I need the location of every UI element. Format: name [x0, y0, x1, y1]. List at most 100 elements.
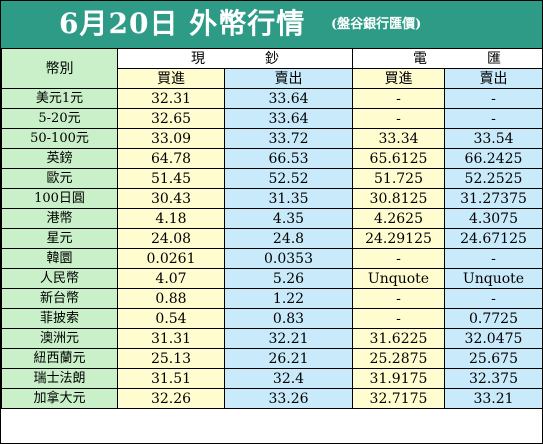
- cash-buy-value: 25.13: [117, 348, 225, 369]
- cash-sell-value: 1.22: [224, 288, 353, 309]
- wire-buy-value: -: [352, 248, 445, 269]
- wire-sell-value: 25.675: [444, 348, 543, 369]
- cash-sell-value: 0.83: [224, 308, 353, 329]
- wire-sell-value: 32.0475: [444, 328, 543, 349]
- currency-header: 幣別: [1, 48, 118, 89]
- title-bar: 6月20日 外幣行情 (盤谷銀行匯價): [1, 1, 542, 48]
- wire-sell-value: 66.2425: [444, 148, 543, 169]
- cash-buy-header: 買進: [117, 68, 225, 89]
- table-row: 100日圓 30.43 31.35 30.8125 31.27375: [1, 188, 543, 209]
- currency-name: 5-20元: [1, 108, 118, 129]
- wire-sell-value: -: [444, 108, 543, 129]
- wire-buy-value: -: [352, 288, 445, 309]
- table-row: 人民幣 4.07 5.26 Unquote Unquote: [1, 268, 543, 289]
- wire-buy-value: 4.2625: [352, 208, 445, 229]
- page-title: 6月20日 外幣行情: [59, 7, 306, 40]
- cash-sell-value: 0.0353: [224, 248, 353, 269]
- wire-buy-value: Unquote: [352, 268, 445, 289]
- table-row: 紐西蘭元 25.13 26.21 25.2875 25.675: [1, 348, 543, 369]
- cash-sell-header: 賣出: [224, 68, 353, 89]
- wire-sell-value: -: [444, 248, 543, 269]
- cash-buy-value: 31.51: [117, 368, 225, 389]
- cash-buy-value: 32.26: [117, 388, 225, 409]
- cash-sell-value: 66.53: [224, 148, 353, 169]
- cash-sell-value: 26.21: [224, 348, 353, 369]
- currency-name: 人民幣: [1, 268, 118, 289]
- header-row-group: 幣別 現鈔 電匯: [1, 48, 543, 89]
- table-row: 英鎊 64.78 66.53 65.6125 66.2425: [1, 148, 543, 169]
- wire-buy-value: 32.7175: [352, 388, 445, 409]
- table-row: 港幣 4.18 4.35 4.2625 4.3075: [1, 208, 543, 229]
- cash-buy-value: 32.31: [117, 88, 225, 109]
- wire-header: 電匯: [352, 48, 543, 69]
- cash-sell-value: 33.64: [224, 108, 353, 129]
- table-row: 澳洲元 31.31 32.21 31.6225 32.0475: [1, 328, 543, 349]
- cash-sell-value: 33.72: [224, 128, 353, 149]
- cash-buy-value: 0.88: [117, 288, 225, 309]
- cash-sell-value: 52.52: [224, 168, 353, 189]
- cash-buy-value: 64.78: [117, 148, 225, 169]
- wire-sell-value: 33.54: [444, 128, 543, 149]
- cash-buy-value: 51.45: [117, 168, 225, 189]
- table-row: 星元 24.08 24.8 24.29125 24.67125: [1, 228, 543, 249]
- table-row: 歐元 51.45 52.52 51.725 52.2525: [1, 168, 543, 189]
- table-row: 美元1元 32.31 33.64- -: [1, 88, 543, 109]
- cash-buy-value: 31.31: [117, 328, 225, 349]
- wire-sell-value: Unquote: [444, 268, 543, 289]
- wire-sell-value: -: [444, 88, 543, 109]
- wire-sell-value: 52.2525: [444, 168, 543, 189]
- cash-buy-value: 0.0261: [117, 248, 225, 269]
- cash-sell-value: 5.26: [224, 268, 353, 289]
- wire-sell-value: 24.67125: [444, 228, 543, 249]
- wire-buy-value: -: [352, 88, 445, 109]
- cash-buy-value: 4.07: [117, 268, 225, 289]
- currency-name: 美元1元: [1, 88, 118, 109]
- wire-buy-header: 買進: [352, 68, 445, 89]
- cash-buy-value: 0.54: [117, 308, 225, 329]
- currency-name: 英鎊: [1, 148, 118, 169]
- table-row: 50-100元 33.09 33.72 33.34 33.54: [1, 128, 543, 149]
- exchange-rate-table: 幣別 現鈔 電匯 買進 賣出 買進 賣出 美元1元32.3133.64--5-2…: [1, 48, 543, 409]
- wire-buy-value: -: [352, 108, 445, 129]
- header-row-sub: 買進 賣出 買進 賣出: [2, 68, 543, 89]
- cash-buy-value: 30.43: [117, 188, 225, 209]
- wire-sell-value: 32.375: [444, 368, 543, 389]
- table-row: 瑞士法朗 31.51 32.4 31.9175 32.375: [1, 368, 543, 389]
- wire-sell-value: 33.21: [444, 388, 543, 409]
- table-row: 加拿大元 32.26 33.26 32.7175 33.21: [1, 388, 543, 409]
- cash-sell-value: 24.8: [224, 228, 353, 249]
- currency-name: 加拿大元: [1, 388, 118, 409]
- cash-buy-value: 32.65: [117, 108, 225, 129]
- currency-name: 澳洲元: [1, 328, 118, 349]
- currency-name: 紐西蘭元: [1, 348, 118, 369]
- currency-name: 新台幣: [1, 288, 118, 309]
- cash-buy-value: 24.08: [117, 228, 225, 249]
- currency-name: 韓圜: [1, 248, 118, 269]
- currency-name: 50-100元: [1, 128, 118, 149]
- currency-name: 星元: [1, 228, 118, 249]
- cash-buy-value: 4.18: [117, 208, 225, 229]
- table-row: 5-20元 32.65 33.64- -: [1, 108, 543, 129]
- wire-buy-value: 65.6125: [352, 148, 445, 169]
- currency-name: 菲披索: [1, 308, 118, 329]
- cash-sell-value: 4.35: [224, 208, 353, 229]
- cash-header: 現鈔: [117, 48, 353, 69]
- wire-buy-value: 24.29125: [352, 228, 445, 249]
- cash-buy-value: 33.09: [117, 128, 225, 149]
- cash-sell-value: 31.35: [224, 188, 353, 209]
- currency-name: 港幣: [1, 208, 118, 229]
- cash-sell-value: 32.4: [224, 368, 353, 389]
- table-row: 韓圜 0.0261 0.0353- -: [1, 248, 543, 269]
- wire-buy-value: -: [352, 308, 445, 329]
- wire-sell-value: -: [444, 288, 543, 309]
- cash-sell-value: 32.21: [224, 328, 353, 349]
- cash-sell-value: 33.64: [224, 88, 353, 109]
- table-row: 新台幣 0.88 1.22- -: [1, 288, 543, 309]
- wire-buy-value: 25.2875: [352, 348, 445, 369]
- page-subtitle: (盤谷銀行匯價): [331, 17, 422, 32]
- wire-sell-header: 賣出: [444, 68, 543, 89]
- currency-name: 瑞士法朗: [1, 368, 118, 389]
- wire-sell-value: 31.27375: [444, 188, 543, 209]
- wire-sell-value: 4.3075: [444, 208, 543, 229]
